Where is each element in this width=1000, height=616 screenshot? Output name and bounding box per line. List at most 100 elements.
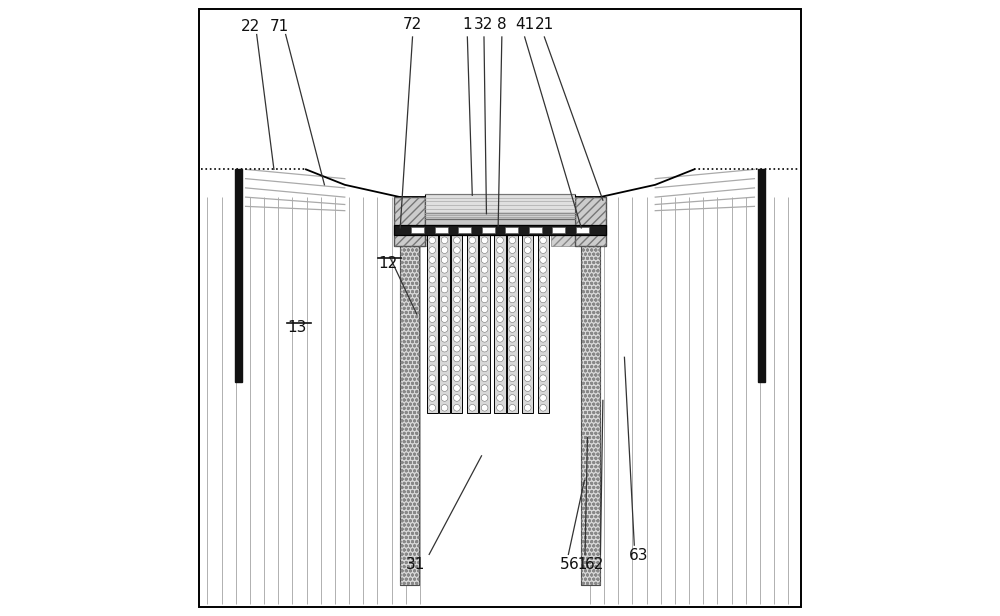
Circle shape xyxy=(441,277,448,283)
Circle shape xyxy=(454,336,460,342)
Circle shape xyxy=(429,277,436,283)
Circle shape xyxy=(497,385,503,391)
Circle shape xyxy=(509,306,516,312)
Circle shape xyxy=(481,346,488,352)
Circle shape xyxy=(441,316,448,322)
Circle shape xyxy=(429,365,436,371)
Circle shape xyxy=(524,326,531,332)
Circle shape xyxy=(441,326,448,332)
Circle shape xyxy=(481,365,488,371)
Circle shape xyxy=(497,237,503,243)
Circle shape xyxy=(509,326,516,332)
Circle shape xyxy=(481,306,488,312)
Circle shape xyxy=(454,385,460,391)
Circle shape xyxy=(454,346,460,352)
Bar xyxy=(458,227,471,233)
Bar xyxy=(427,235,438,413)
Circle shape xyxy=(469,247,476,253)
Circle shape xyxy=(524,257,531,263)
Circle shape xyxy=(454,296,460,302)
Circle shape xyxy=(509,296,516,302)
Circle shape xyxy=(524,385,531,391)
Circle shape xyxy=(454,395,460,401)
Circle shape xyxy=(469,257,476,263)
Circle shape xyxy=(497,316,503,322)
Circle shape xyxy=(509,405,516,411)
Circle shape xyxy=(454,277,460,283)
Circle shape xyxy=(509,267,516,273)
Bar xyxy=(551,225,575,246)
Text: 21: 21 xyxy=(535,17,554,32)
Circle shape xyxy=(454,365,460,371)
Circle shape xyxy=(540,405,546,411)
Circle shape xyxy=(441,237,448,243)
Circle shape xyxy=(469,277,476,283)
Bar xyxy=(425,225,449,246)
Circle shape xyxy=(524,405,531,411)
Circle shape xyxy=(497,296,503,302)
Circle shape xyxy=(441,365,448,371)
Circle shape xyxy=(454,326,460,332)
Circle shape xyxy=(481,336,488,342)
Bar xyxy=(494,235,506,413)
Circle shape xyxy=(469,355,476,362)
Circle shape xyxy=(429,355,436,362)
Circle shape xyxy=(524,316,531,322)
Bar xyxy=(758,169,765,382)
Circle shape xyxy=(441,296,448,302)
Circle shape xyxy=(540,316,546,322)
Circle shape xyxy=(454,237,460,243)
Circle shape xyxy=(540,247,546,253)
Circle shape xyxy=(497,247,503,253)
Circle shape xyxy=(441,267,448,273)
Circle shape xyxy=(429,346,436,352)
Circle shape xyxy=(509,257,516,263)
Bar xyxy=(581,197,600,585)
Bar xyxy=(529,227,542,233)
Circle shape xyxy=(524,375,531,381)
Circle shape xyxy=(509,237,516,243)
Circle shape xyxy=(454,405,460,411)
Bar xyxy=(425,213,575,219)
Bar xyxy=(576,227,589,233)
Circle shape xyxy=(524,365,531,371)
Circle shape xyxy=(429,326,436,332)
Circle shape xyxy=(497,306,503,312)
Circle shape xyxy=(429,395,436,401)
Circle shape xyxy=(509,355,516,362)
Circle shape xyxy=(509,375,516,381)
Circle shape xyxy=(524,346,531,352)
Circle shape xyxy=(540,306,546,312)
Circle shape xyxy=(454,306,460,312)
Bar xyxy=(439,235,450,413)
Bar xyxy=(400,197,419,585)
Circle shape xyxy=(469,237,476,243)
Circle shape xyxy=(540,375,546,381)
Text: 41: 41 xyxy=(515,17,534,32)
Bar xyxy=(575,197,606,246)
Circle shape xyxy=(509,247,516,253)
Text: 63: 63 xyxy=(629,548,648,563)
Circle shape xyxy=(509,336,516,342)
Text: 1: 1 xyxy=(463,17,472,32)
Bar xyxy=(538,235,549,413)
Circle shape xyxy=(454,355,460,362)
Circle shape xyxy=(540,286,546,293)
Circle shape xyxy=(469,267,476,273)
Circle shape xyxy=(429,286,436,293)
Circle shape xyxy=(481,326,488,332)
Circle shape xyxy=(429,385,436,391)
Circle shape xyxy=(497,365,503,371)
Bar xyxy=(482,227,495,233)
Circle shape xyxy=(524,237,531,243)
Circle shape xyxy=(469,365,476,371)
Bar xyxy=(479,235,490,413)
Circle shape xyxy=(429,247,436,253)
Bar xyxy=(394,225,606,235)
Bar xyxy=(435,227,448,233)
Circle shape xyxy=(441,405,448,411)
Circle shape xyxy=(540,326,546,332)
Circle shape xyxy=(481,385,488,391)
Circle shape xyxy=(509,385,516,391)
Circle shape xyxy=(481,395,488,401)
